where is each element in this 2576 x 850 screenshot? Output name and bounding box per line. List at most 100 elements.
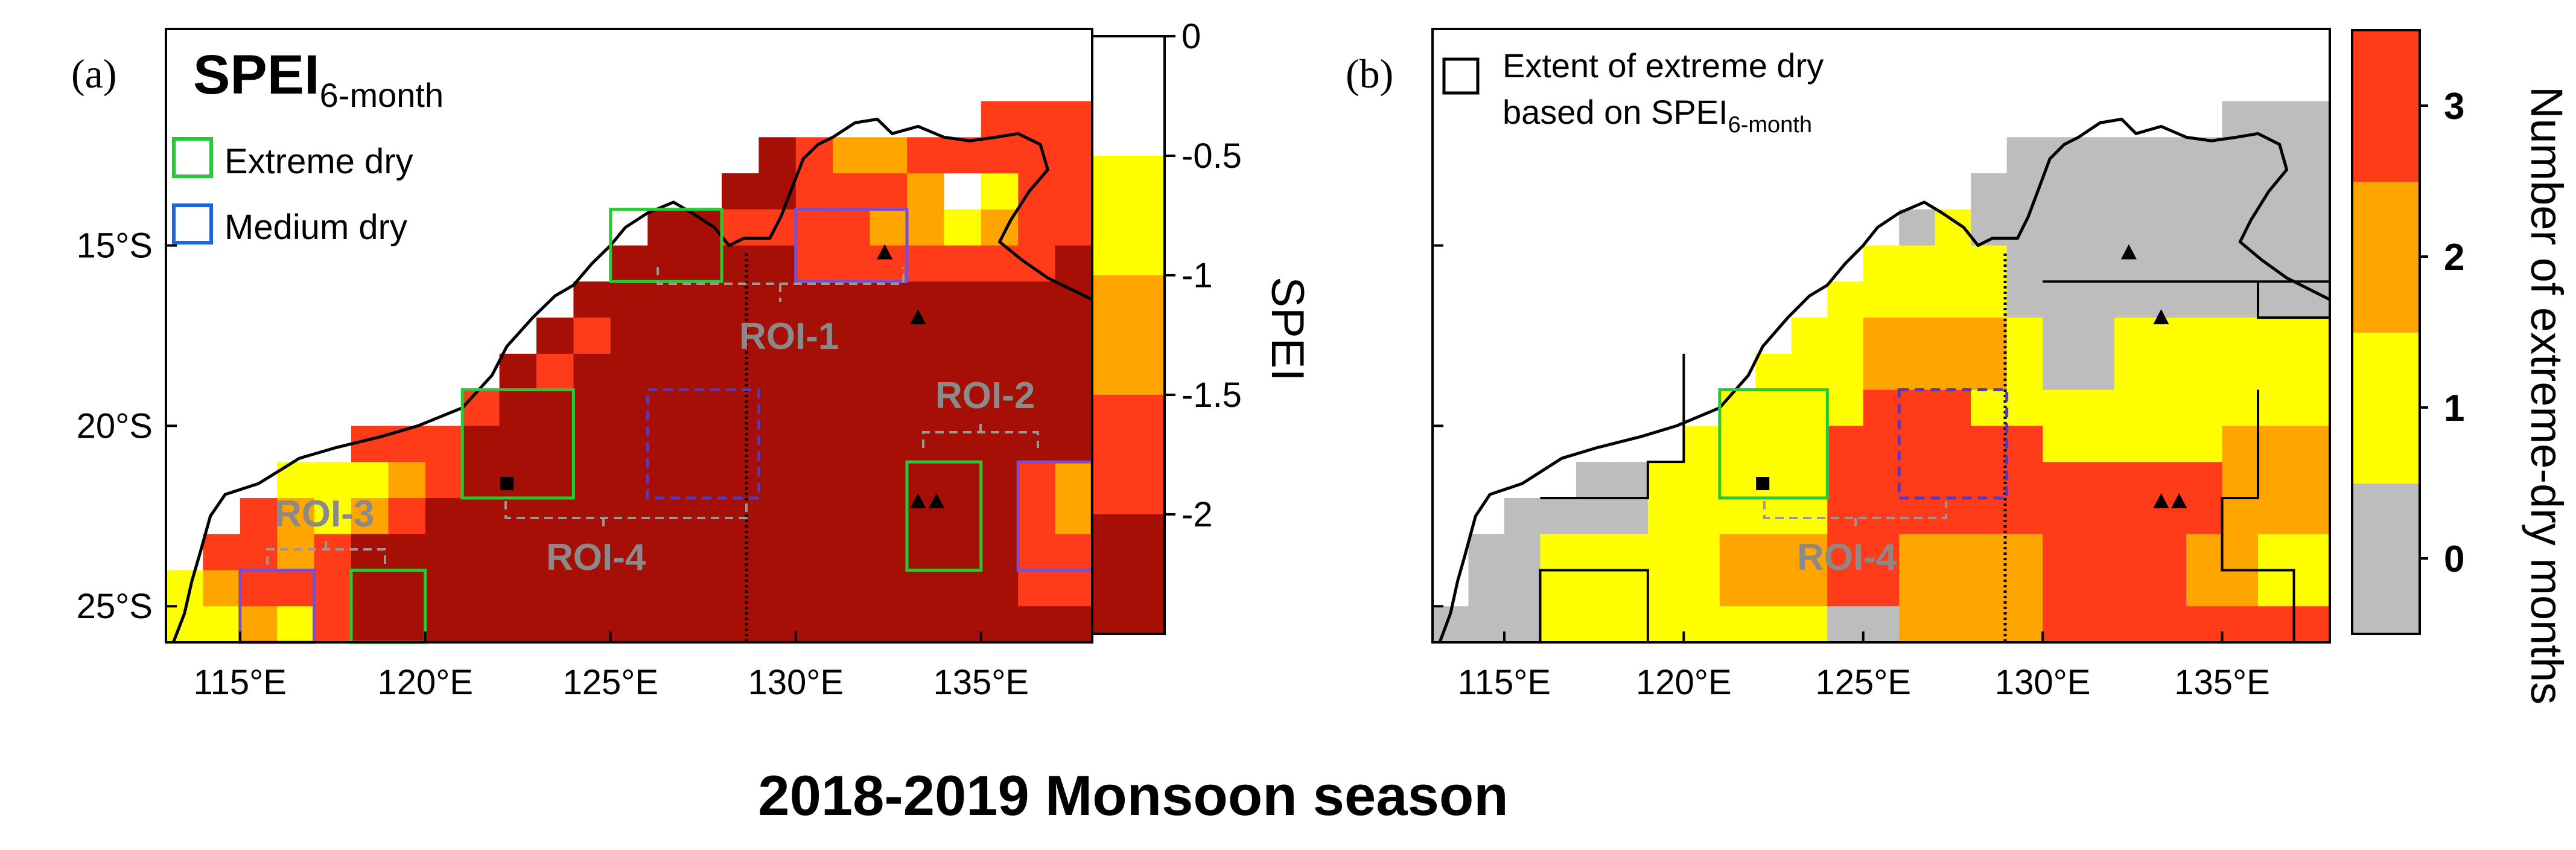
extreme-dry-months-cell (1935, 389, 1972, 427)
spei-cell (499, 570, 537, 607)
spei-cell (573, 497, 611, 535)
spei-cell (536, 353, 574, 391)
spei-cell (870, 318, 908, 354)
extreme-dry-months-cell (2186, 570, 2223, 607)
spei-cell (722, 318, 760, 354)
extreme-dry-months-cell (1827, 353, 1864, 391)
extreme-dry-months-cell (2043, 606, 2079, 642)
colorbar-b-frame (2351, 29, 2421, 635)
spei-cell (647, 426, 685, 463)
spei-cell (610, 534, 649, 571)
colorbar-b-tick-label: 1 (2444, 388, 2464, 429)
spei-cell (1018, 318, 1056, 354)
spei-cell (647, 497, 685, 535)
extreme-dry-months-cell (1684, 534, 1720, 571)
extreme-dry-months-cell (2150, 606, 2187, 642)
extreme-dry-months-cell (1899, 389, 1936, 427)
extreme-dry-months-cell (1971, 318, 2008, 354)
y-tick-label: 25°S (77, 587, 153, 626)
x-tick-label: 125°E (1815, 663, 1911, 702)
spei-cell (758, 426, 797, 463)
spei-cell (425, 426, 463, 463)
y-tick-label: 20°S (77, 406, 153, 446)
extreme-dry-months-cell (2294, 534, 2330, 571)
colorbar-a-tick-label: 0 (1181, 17, 1201, 56)
extreme-dry-months-cell (1755, 606, 1792, 642)
extreme-dry-months-cell (1612, 606, 1649, 642)
extreme-dry-months-cell (1791, 353, 1828, 391)
extreme-dry-months-cell (2078, 606, 2116, 642)
spei-cell (907, 245, 945, 283)
spei-cell (758, 606, 797, 642)
extreme-dry-months-cell (1684, 497, 1720, 535)
spei-cell (610, 318, 649, 354)
spei-cell (684, 353, 722, 391)
spei-cell (870, 570, 908, 607)
extreme-dry-months-cell (2294, 101, 2330, 138)
extreme-dry-months-cell (1971, 353, 2008, 391)
x-tick-label: 130°E (748, 663, 844, 702)
spei-cell (1055, 570, 1092, 607)
panel-b-colorbar: 0 1 2 3 (2351, 29, 2464, 635)
spei-cell (833, 497, 871, 535)
extreme-dry-months-cell (2258, 353, 2295, 391)
spei-cell (1018, 606, 1056, 642)
extreme-dry-months-cell (2006, 389, 2044, 427)
extreme-dry-months-cell (2186, 534, 2223, 571)
extreme-dry-months-cell (2114, 281, 2151, 319)
spei-cell (833, 570, 871, 607)
spei-cell (462, 570, 500, 607)
coastline (171, 117, 1092, 642)
spei-cell (1055, 462, 1092, 499)
site-square-marker (1756, 477, 1770, 491)
spei-cell (573, 462, 611, 499)
legend-extent-line1: Extent of extreme dry (1503, 46, 1824, 85)
spei-cell (610, 570, 649, 607)
colorbar-a-bin (1092, 275, 1165, 395)
spei-cell (722, 606, 760, 642)
extreme-dry-months-cell (2078, 426, 2116, 463)
spei-cell (981, 137, 1019, 174)
spei-cell (907, 137, 945, 174)
extreme-dry-months-cell (2006, 426, 2044, 463)
extreme-dry-months-cell (1935, 353, 1972, 391)
spei-cell (981, 389, 1019, 427)
spei-cell (833, 606, 871, 642)
colorbar-b-label: Number of extreme-dry months (2522, 86, 2572, 705)
spei-cell (314, 534, 352, 571)
spei-cell (1018, 173, 1056, 210)
extreme-dry-months-cell (2006, 137, 2044, 174)
panel-a-title-sub: 6-month (320, 76, 444, 114)
spei-cell (758, 570, 797, 607)
spei-cell (684, 245, 722, 283)
extreme-dry-months-cell (2222, 570, 2259, 607)
extreme-dry-months-cell (1971, 606, 2008, 642)
extreme-dry-months-cell (2043, 137, 2079, 174)
spei-cell (795, 281, 834, 319)
extreme-dry-months-cell (2114, 318, 2151, 354)
spei-cell (870, 353, 908, 391)
spei-cell (722, 173, 760, 210)
spei-cell (758, 318, 797, 354)
spei-cell (981, 101, 1019, 138)
panel-a-axes: 115°E 120°E 125°E 130°E 135°E 15°S 20°S 25°S (77, 226, 1029, 702)
extreme-dry-months-cell (1504, 497, 1541, 535)
extreme-dry-months-cell (1935, 462, 1972, 499)
extreme-dry-months-cell (2150, 281, 2187, 319)
extreme-dry-months-cell (1684, 570, 1720, 607)
colorbar-a-tick-label: -2 (1181, 495, 1213, 534)
spei-cell (981, 570, 1019, 607)
spei-cell (1018, 353, 1056, 391)
legend-extent-line2-main: based on SPEI (1503, 93, 1728, 131)
extreme-dry-months-cell (2186, 353, 2223, 391)
extreme-dry-months-cell (2114, 353, 2151, 391)
panel-a-colorbar: 0 -0.5 -1 -1.5 -2 (1091, 17, 1242, 635)
spei-cell (499, 606, 537, 642)
spei-cell (1018, 462, 1056, 499)
extreme-dry-months-cell (2222, 497, 2259, 535)
spei-cell (425, 606, 463, 642)
spei-cell (722, 389, 760, 427)
extreme-dry-months-cell (1719, 389, 1757, 427)
x-tick-label: 115°E (194, 663, 287, 702)
extreme-dry-months-cell (2186, 281, 2223, 319)
